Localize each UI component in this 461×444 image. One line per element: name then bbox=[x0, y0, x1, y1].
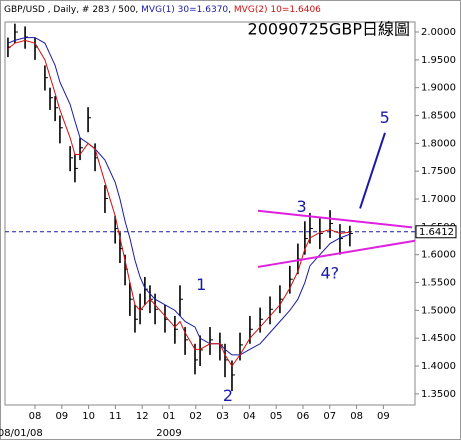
wave-label: 1 bbox=[196, 275, 206, 294]
x-tick-label: 12 bbox=[136, 411, 149, 422]
y-tick-label: 1.5500 bbox=[421, 278, 456, 289]
header-prefix: GBP/USD , Daily, # 283 / 500, bbox=[4, 5, 138, 15]
x-tick-label: 01 bbox=[163, 411, 176, 422]
separator: , bbox=[228, 5, 231, 15]
x-tick-label: 08 bbox=[29, 411, 42, 422]
x-tick-label: 09 bbox=[377, 411, 390, 422]
x-tick-label: 10 bbox=[82, 411, 95, 422]
y-tick-label: 1.5000 bbox=[421, 305, 456, 316]
x-tick-label: 02 bbox=[189, 411, 202, 422]
y-tick-label: 1.7000 bbox=[421, 194, 456, 205]
wave-label: 5 bbox=[380, 108, 390, 127]
x-tick-label: 05 bbox=[270, 411, 283, 422]
moving-average bbox=[7, 37, 351, 356]
legend-entry: MVG(2) 10=1.6406 bbox=[234, 5, 321, 15]
x-tick-label: 07 bbox=[323, 411, 336, 422]
moving-average bbox=[7, 39, 350, 367]
y-tick-label: 1.9500 bbox=[421, 55, 456, 66]
date-label: 2009 bbox=[156, 428, 181, 439]
x-tick-label: 03 bbox=[216, 411, 229, 422]
y-tick-label: 1.4500 bbox=[421, 333, 456, 344]
y-tick-label: 1.8000 bbox=[421, 138, 456, 149]
trendline bbox=[257, 239, 416, 268]
y-tick-label: 1.3500 bbox=[421, 389, 456, 400]
legend-entry: MVG(1) 30=1.6370 bbox=[141, 5, 228, 15]
y-tick-label: 1.7500 bbox=[421, 166, 456, 177]
chart-title: 20090725GBP日線圖 bbox=[248, 20, 410, 39]
trendline bbox=[359, 132, 386, 209]
y-tick-label: 1.9000 bbox=[421, 83, 456, 94]
wave-label: 4? bbox=[320, 264, 339, 283]
x-tick-label: 09 bbox=[55, 411, 68, 422]
wave-label: 2 bbox=[223, 386, 233, 405]
x-tick-label: 04 bbox=[243, 411, 256, 422]
wave-label: 3 bbox=[297, 197, 307, 216]
y-tick-label: 2.0000 bbox=[421, 27, 456, 38]
last-price-box bbox=[415, 225, 457, 239]
trendline bbox=[257, 209, 413, 229]
y-tick-label: 1.6000 bbox=[421, 250, 456, 261]
y-tick-label: 1.4000 bbox=[421, 361, 456, 372]
plot-frame bbox=[4, 21, 416, 406]
y-tick-label: 1.8500 bbox=[421, 111, 456, 122]
x-tick-label: 08 bbox=[350, 411, 363, 422]
x-tick-label: 11 bbox=[109, 411, 122, 422]
header: GBP/USD , Daily, # 283 / 500, MVG(1) 30=… bbox=[4, 5, 321, 15]
last-price-label: 1.6412 bbox=[419, 227, 454, 238]
date-label: 08/01/08 bbox=[0, 428, 43, 439]
x-tick-label: 06 bbox=[297, 411, 310, 422]
